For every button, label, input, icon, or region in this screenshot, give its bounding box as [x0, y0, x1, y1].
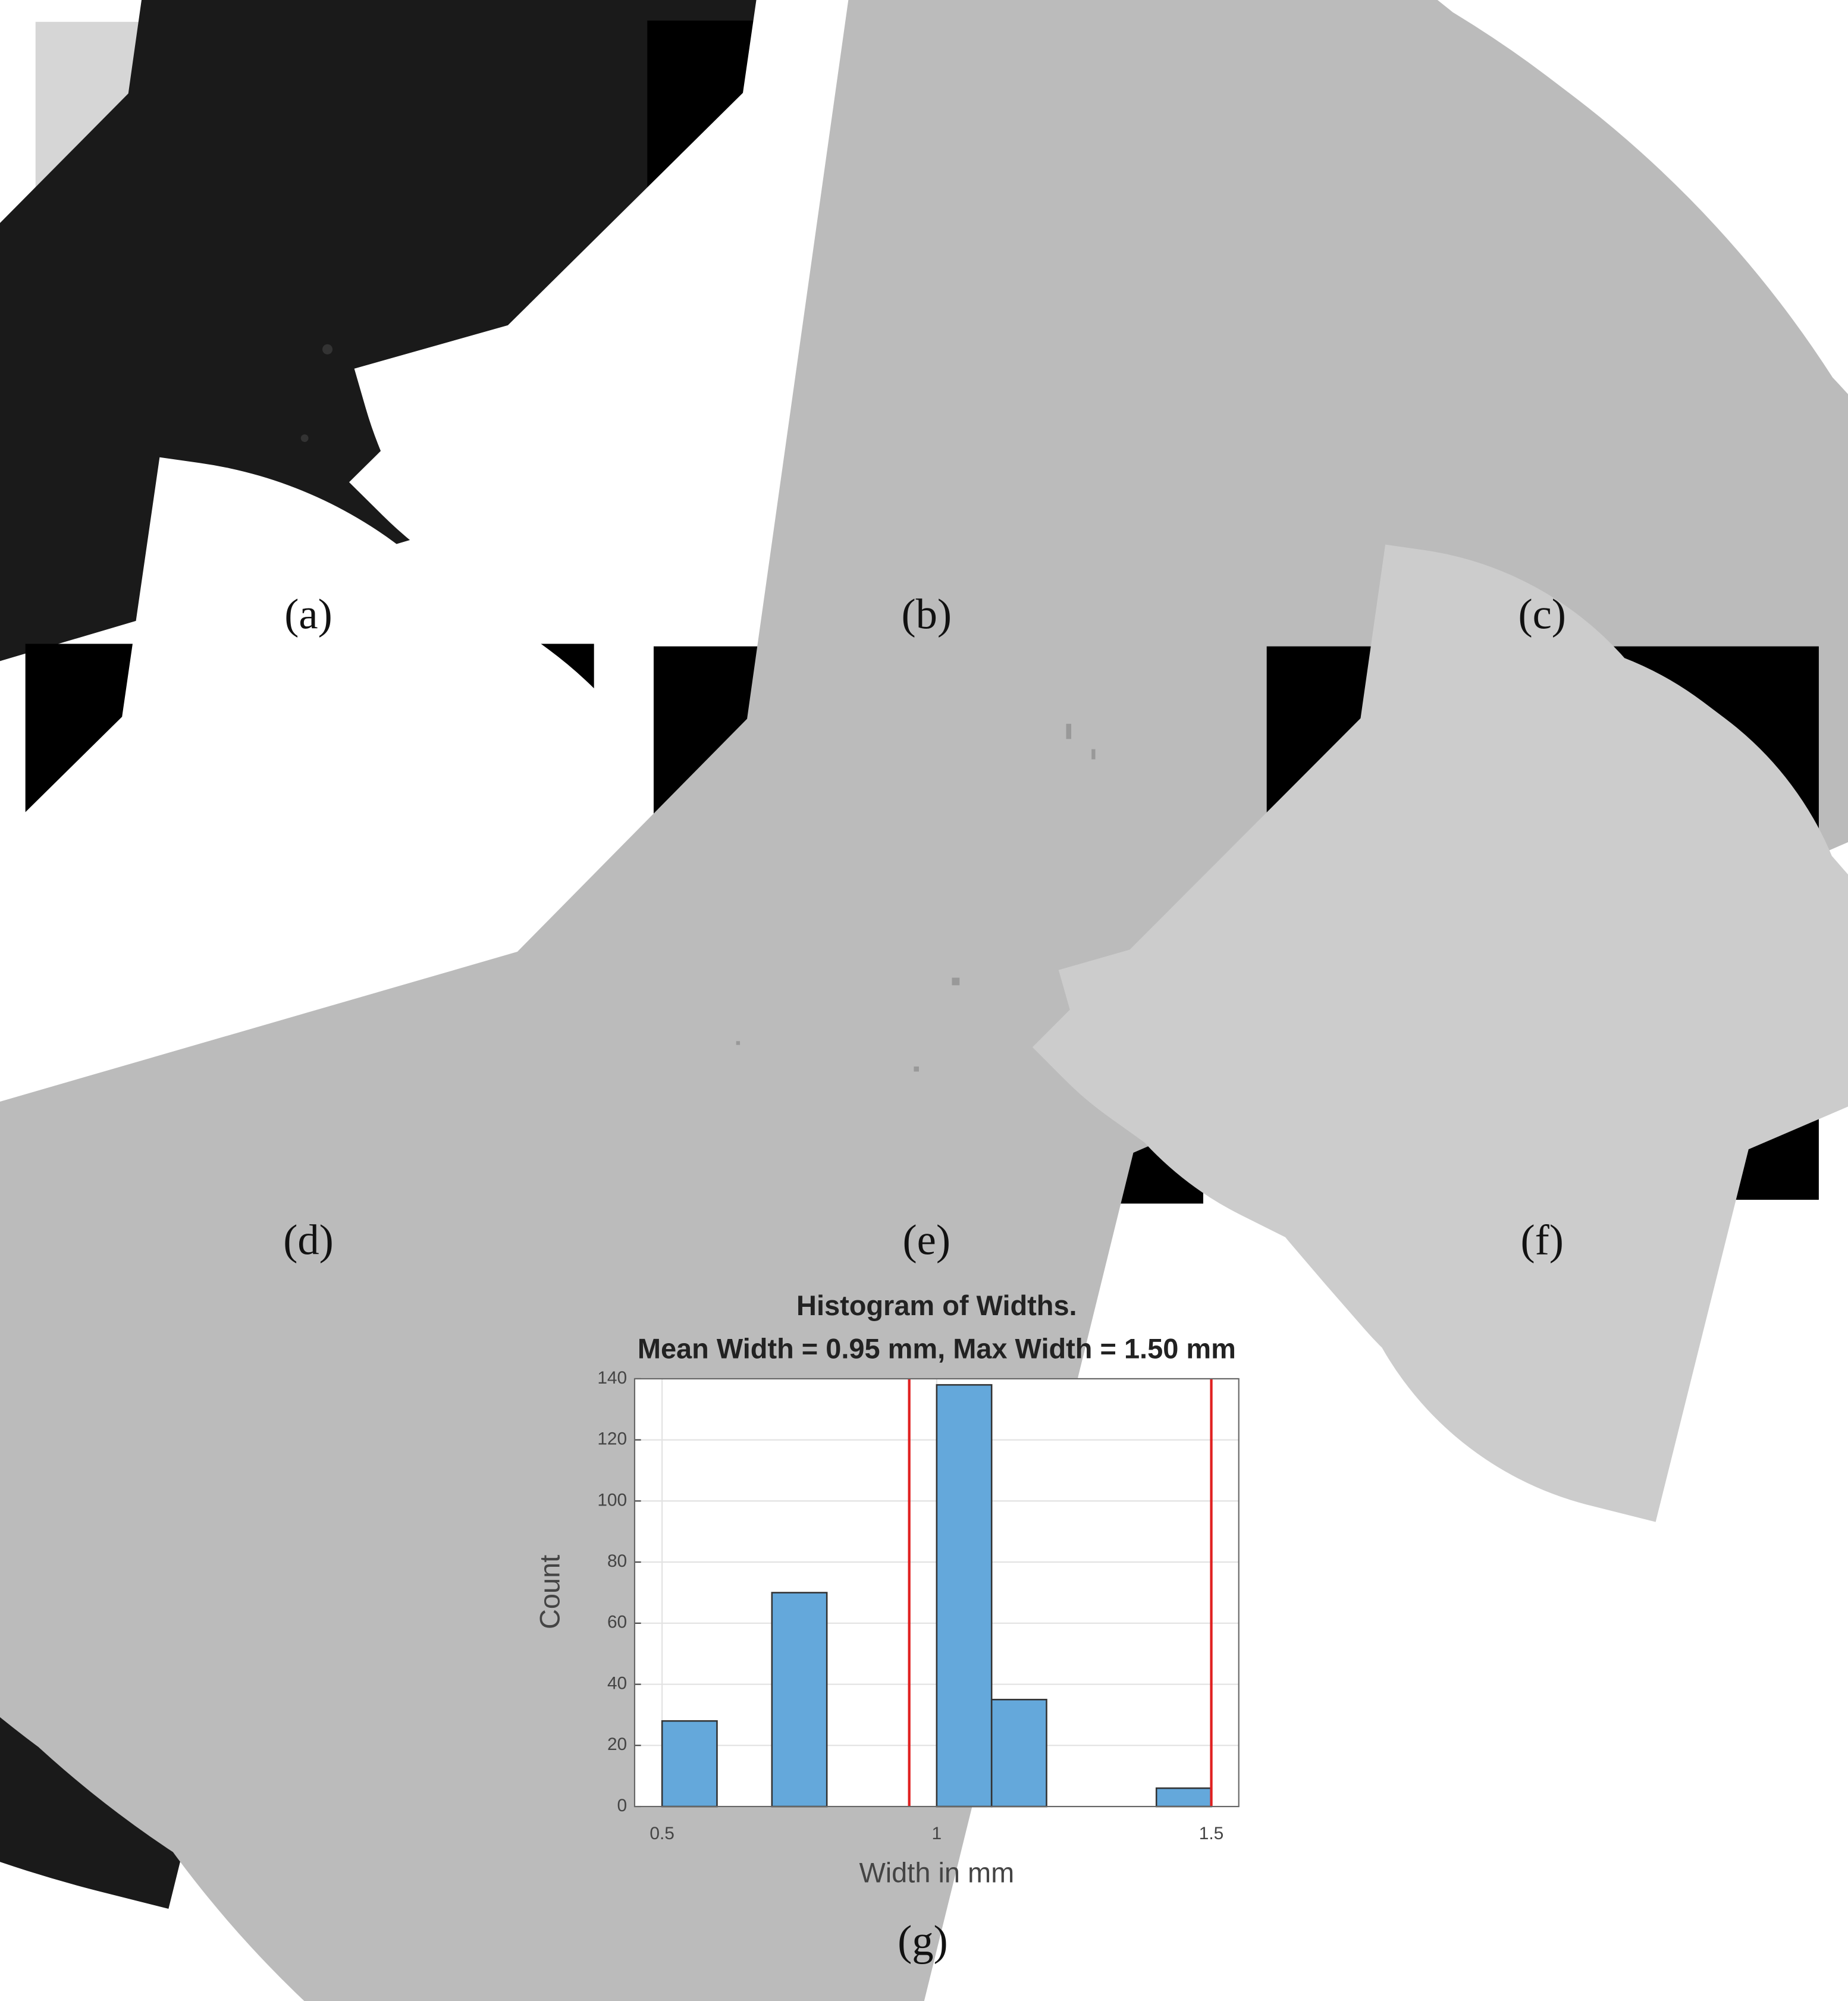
- y-tick-label: 140: [597, 1368, 627, 1388]
- bar: [1155, 1787, 1212, 1808]
- panel-label: (d): [283, 1215, 334, 1263]
- panel-label: (g): [898, 1916, 948, 1964]
- histogram: Histogram of Widths. Mean Width = 0.95 m…: [535, 1290, 1240, 1889]
- y-tick-label: 120: [597, 1429, 627, 1449]
- panel-label: (c): [1518, 589, 1566, 638]
- bar: [771, 1592, 828, 1808]
- x-tick-label: 1: [932, 1824, 942, 1843]
- panel-f: [1267, 647, 1819, 1200]
- panel-label: (f): [1520, 1215, 1563, 1263]
- x-axis-label: Width in mm: [859, 1858, 1014, 1889]
- y-tick-label: 0: [617, 1796, 627, 1815]
- x-tick-label: 0.5: [650, 1824, 674, 1843]
- panel-label: (a): [284, 589, 332, 638]
- bar: [990, 1698, 1047, 1808]
- bar: [661, 1720, 718, 1808]
- y-tick-label: 80: [607, 1551, 627, 1571]
- panel-label: (b): [901, 589, 952, 638]
- chart-title: Mean Width = 0.95 mm, Max Width = 1.50 m…: [638, 1333, 1236, 1364]
- bar: [936, 1384, 993, 1808]
- plot-frame: [633, 1378, 1240, 1808]
- y-tick-label: 100: [597, 1490, 627, 1510]
- x-tick-label: 1.5: [1199, 1824, 1224, 1843]
- panel-label: (e): [903, 1215, 951, 1263]
- y-axis-label: Count: [535, 1555, 566, 1629]
- y-tick-label: 40: [607, 1673, 627, 1693]
- y-tick-label: 60: [607, 1613, 627, 1632]
- chart-title: Histogram of Widths.: [796, 1290, 1077, 1321]
- y-tick-label: 20: [607, 1735, 627, 1754]
